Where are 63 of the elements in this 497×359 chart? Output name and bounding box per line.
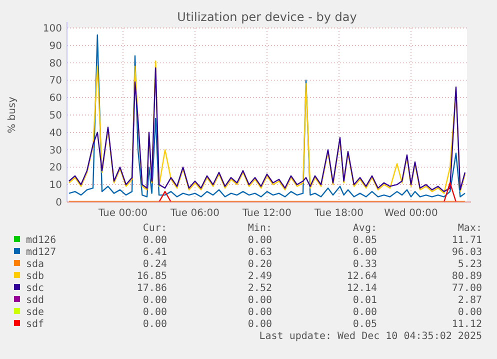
text: 6.00 — [352, 247, 377, 258]
legend-label: sde — [26, 307, 44, 318]
text: 0.20 — [248, 259, 272, 270]
text: Avg: — [352, 223, 377, 234]
y-tick-label: 10 — [49, 180, 62, 192]
text: 77.00 — [452, 283, 482, 294]
text: Last update: Wed Dec 10 04:35:02 2025 — [259, 331, 482, 342]
y-tick-label: 100 — [42, 24, 62, 34]
text: 96.03 — [452, 247, 482, 258]
y-tick-label: 40 — [49, 128, 62, 139]
legend-label: sdd — [26, 295, 44, 306]
text: Cur: — [142, 223, 167, 234]
text: 0.01 — [352, 295, 377, 306]
chart-title: Utilization per device - by day — [177, 10, 357, 24]
y-tick-label: 80 — [49, 58, 62, 70]
y-tick-label: 20 — [49, 162, 62, 174]
text: 12.64 — [346, 271, 377, 282]
x-tick-label: Tue 18:00 — [313, 208, 364, 219]
text: 0.00 — [248, 319, 272, 330]
text: 17.86 — [136, 283, 167, 294]
x-tick-label: Wed 00:00 — [384, 208, 438, 219]
legend-label: md126 — [26, 235, 56, 246]
y-tick-label: 70 — [49, 76, 62, 87]
y-tick-label: 30 — [49, 145, 62, 156]
text: 0.00 — [248, 235, 272, 246]
text: Max: — [458, 223, 482, 234]
y-tick-label: 60 — [49, 93, 62, 104]
text: 2.87 — [458, 295, 482, 306]
legend-label: sdf — [26, 319, 44, 330]
text: 0.33 — [352, 259, 377, 270]
legend-label: sdc — [26, 283, 44, 294]
text: 0.00 — [458, 307, 482, 318]
y-tick-label: 0 — [56, 198, 62, 208]
legend-label: md127 — [26, 247, 56, 258]
legend-label: sda — [26, 259, 44, 270]
legend-label: sdb — [26, 271, 44, 282]
text: 2.52 — [248, 283, 272, 294]
text: 0.00 — [142, 307, 167, 318]
text: 0.00 — [248, 307, 272, 318]
text: Min: — [248, 223, 272, 234]
text: 12.14 — [346, 283, 377, 294]
text: 0.00 — [248, 295, 272, 306]
y-tick-label: 50 — [49, 110, 62, 122]
text: 0.00 — [142, 235, 167, 246]
x-tick-label: Tue 12:00 — [241, 208, 292, 219]
text: 0.00 — [352, 307, 377, 318]
y-tick-label: 90 — [49, 40, 62, 52]
text: 0.24 — [142, 259, 167, 270]
text: 0.05 — [352, 235, 377, 246]
x-tick-label: Tue 00:00 — [97, 208, 148, 219]
text: 0.05 — [352, 319, 377, 330]
text: 0.00 — [142, 295, 167, 306]
text: 2.49 — [248, 271, 272, 282]
y-axis-title: % busy — [7, 96, 18, 134]
text: 5.23 — [458, 259, 482, 270]
text: 80.89 — [452, 271, 482, 282]
text: 6.41 — [142, 247, 167, 258]
text: 16.85 — [136, 271, 167, 282]
text: 11.12 — [452, 319, 482, 330]
x-tick-label: Tue 06:00 — [169, 208, 220, 219]
text: 0.00 — [142, 319, 167, 330]
text: 0.63 — [248, 247, 272, 258]
text: 11.71 — [452, 235, 482, 246]
